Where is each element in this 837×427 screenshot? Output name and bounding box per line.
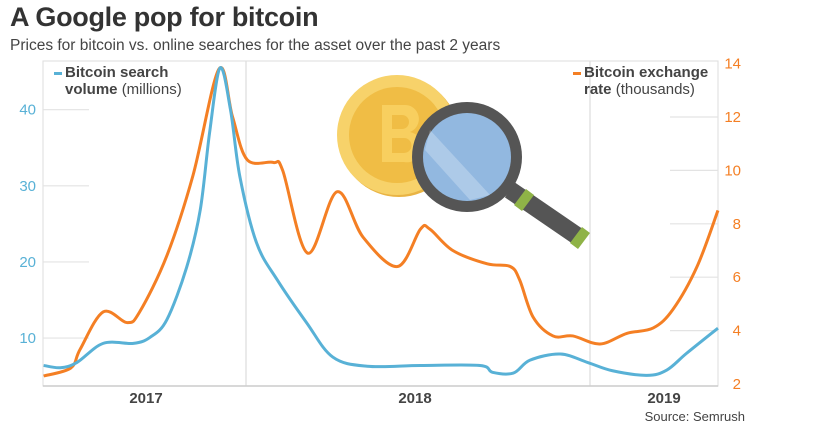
- right-tick-label: 10: [724, 162, 741, 179]
- right-tick-label: 14: [724, 56, 741, 73]
- legend-search-swatch: [54, 72, 62, 75]
- legend-item-search-volume: Bitcoin search volume (millions): [54, 64, 225, 98]
- x-tick-label: 2019: [647, 390, 680, 407]
- x-tick-label: 2018: [398, 390, 431, 407]
- magnifying-glass-icon: [412, 102, 590, 249]
- legend-search-unit: (millions): [121, 81, 182, 98]
- chart-subtitle: Prices for bitcoin vs. online searches f…: [10, 37, 501, 54]
- axes: 10 20 30 40 2 4 6 8 10 12 14 2017 2018 2019: [19, 56, 741, 407]
- x-tick-label: 2017: [129, 390, 162, 407]
- right-tick-label: 4: [733, 323, 741, 340]
- legend-item-exchange-rate: Bitcoin exchange rate (thousands): [573, 64, 720, 98]
- legend-search-bold: Bitcoin search volume: [65, 64, 169, 98]
- chart-title: A Google pop for bitcoin: [10, 2, 319, 32]
- legend-rate-bold: Bitcoin exchange rate: [584, 64, 709, 98]
- left-tick-label: 10: [19, 330, 36, 347]
- source-note: Source: Semrush: [645, 409, 745, 424]
- right-tick-label: 8: [733, 216, 741, 233]
- legend-rate-unit: (thousands): [615, 81, 695, 98]
- right-tick-label: 12: [724, 109, 741, 126]
- legend-rate-swatch: [573, 72, 581, 75]
- series-lines: [43, 66, 720, 378]
- right-tick-label: 6: [733, 269, 741, 286]
- left-tick-label: 30: [19, 178, 36, 195]
- right-tick-label: 2: [733, 376, 741, 393]
- left-tick-label: 20: [19, 254, 36, 271]
- left-tick-label: 40: [19, 102, 36, 119]
- bitcoin-magnifier-illustration: [337, 75, 590, 249]
